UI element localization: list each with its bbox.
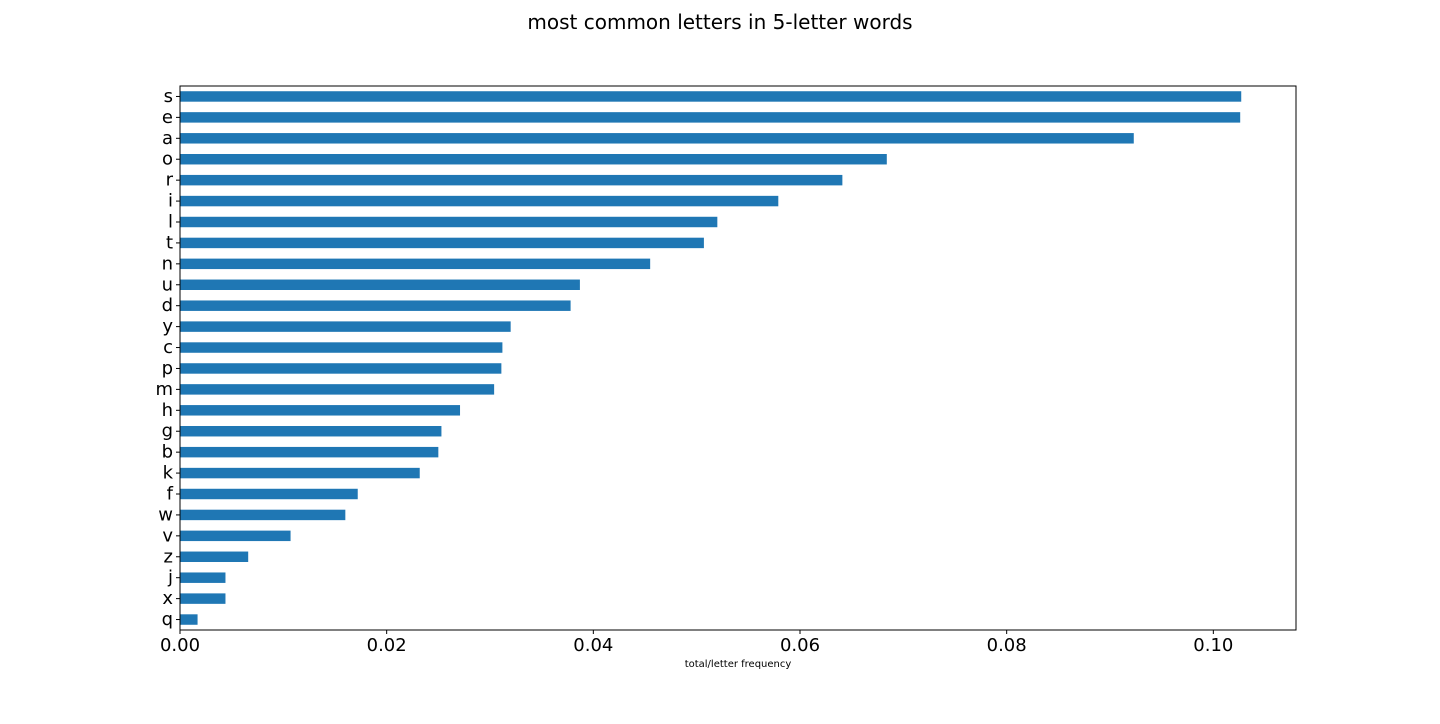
y-tick-label-q: q [162,609,173,630]
y-tick-label-m: m [155,379,173,400]
y-tick-label-x: x [162,588,173,609]
bar-a [180,133,1134,144]
bar-q [180,614,198,625]
bar-z [180,551,249,562]
chart-title: most common letters in 5-letter words [527,10,912,34]
y-tick-label-j: j [167,567,173,588]
y-tick-label-s: s [164,86,173,107]
bar-k [180,467,420,479]
bar-c [180,342,503,353]
y-tick-label-f: f [167,484,174,505]
bar-s [180,91,1242,102]
bar-x [180,593,226,604]
bar-b [180,446,439,458]
x-tick-labels: 0.00 0.02 0.04 0.06 0.08 0.10 [160,630,1233,656]
bar-y [180,321,511,332]
y-tick-label-b: b [162,442,173,463]
bar-l [180,216,718,228]
bar-n [180,258,651,270]
bar-w [180,509,346,521]
bar-r [180,174,843,186]
y-tick-label-p: p [162,358,173,379]
axes-frame [179,85,1297,631]
x-tick-label: 0.08 [987,635,1027,656]
x-tick-label: 0.10 [1193,635,1233,656]
y-tick-label-l: l [168,212,173,233]
x-axis-label: total/letter frequency [685,659,792,670]
y-tick-label-k: k [163,463,174,484]
bar-h [180,405,461,416]
bar-e [180,112,1241,123]
bar-t [180,237,704,249]
y-tick-label-v: v [162,525,173,546]
y-tick-label-u: u [162,274,173,295]
y-tick-label-y: y [162,316,173,337]
y-tick-label-i: i [168,191,173,212]
y-tick-label-a: a [162,128,173,149]
bars-layer [180,91,1242,625]
bar-u [180,279,580,290]
bar-j [180,572,226,583]
y-tick-label-h: h [162,400,173,421]
y-tick-label-z: z [164,546,173,567]
y-tick-label-c: c [163,337,173,358]
bar-g [180,426,442,437]
bar-v [180,530,291,542]
y-tick-label-n: n [162,253,173,274]
y-tick-label-g: g [162,421,173,442]
bar-d [180,300,571,311]
bar-o [180,154,887,165]
y-tick-label-o: o [162,149,173,170]
y-tick-label-r: r [166,170,174,191]
x-tick-label: 0.02 [367,635,407,656]
y-tick-label-w: w [158,504,173,525]
bar-i [180,195,779,207]
y-tick-label-d: d [162,295,173,316]
bar-f [180,488,358,500]
x-tick-label: 0.00 [160,635,200,656]
y-tick-label-t: t [166,232,173,253]
y-tick-label-e: e [162,107,173,128]
bar-p [180,363,502,374]
x-tick-label: 0.04 [573,635,613,656]
x-tick-label: 0.06 [780,635,820,656]
bar-m [180,384,495,395]
